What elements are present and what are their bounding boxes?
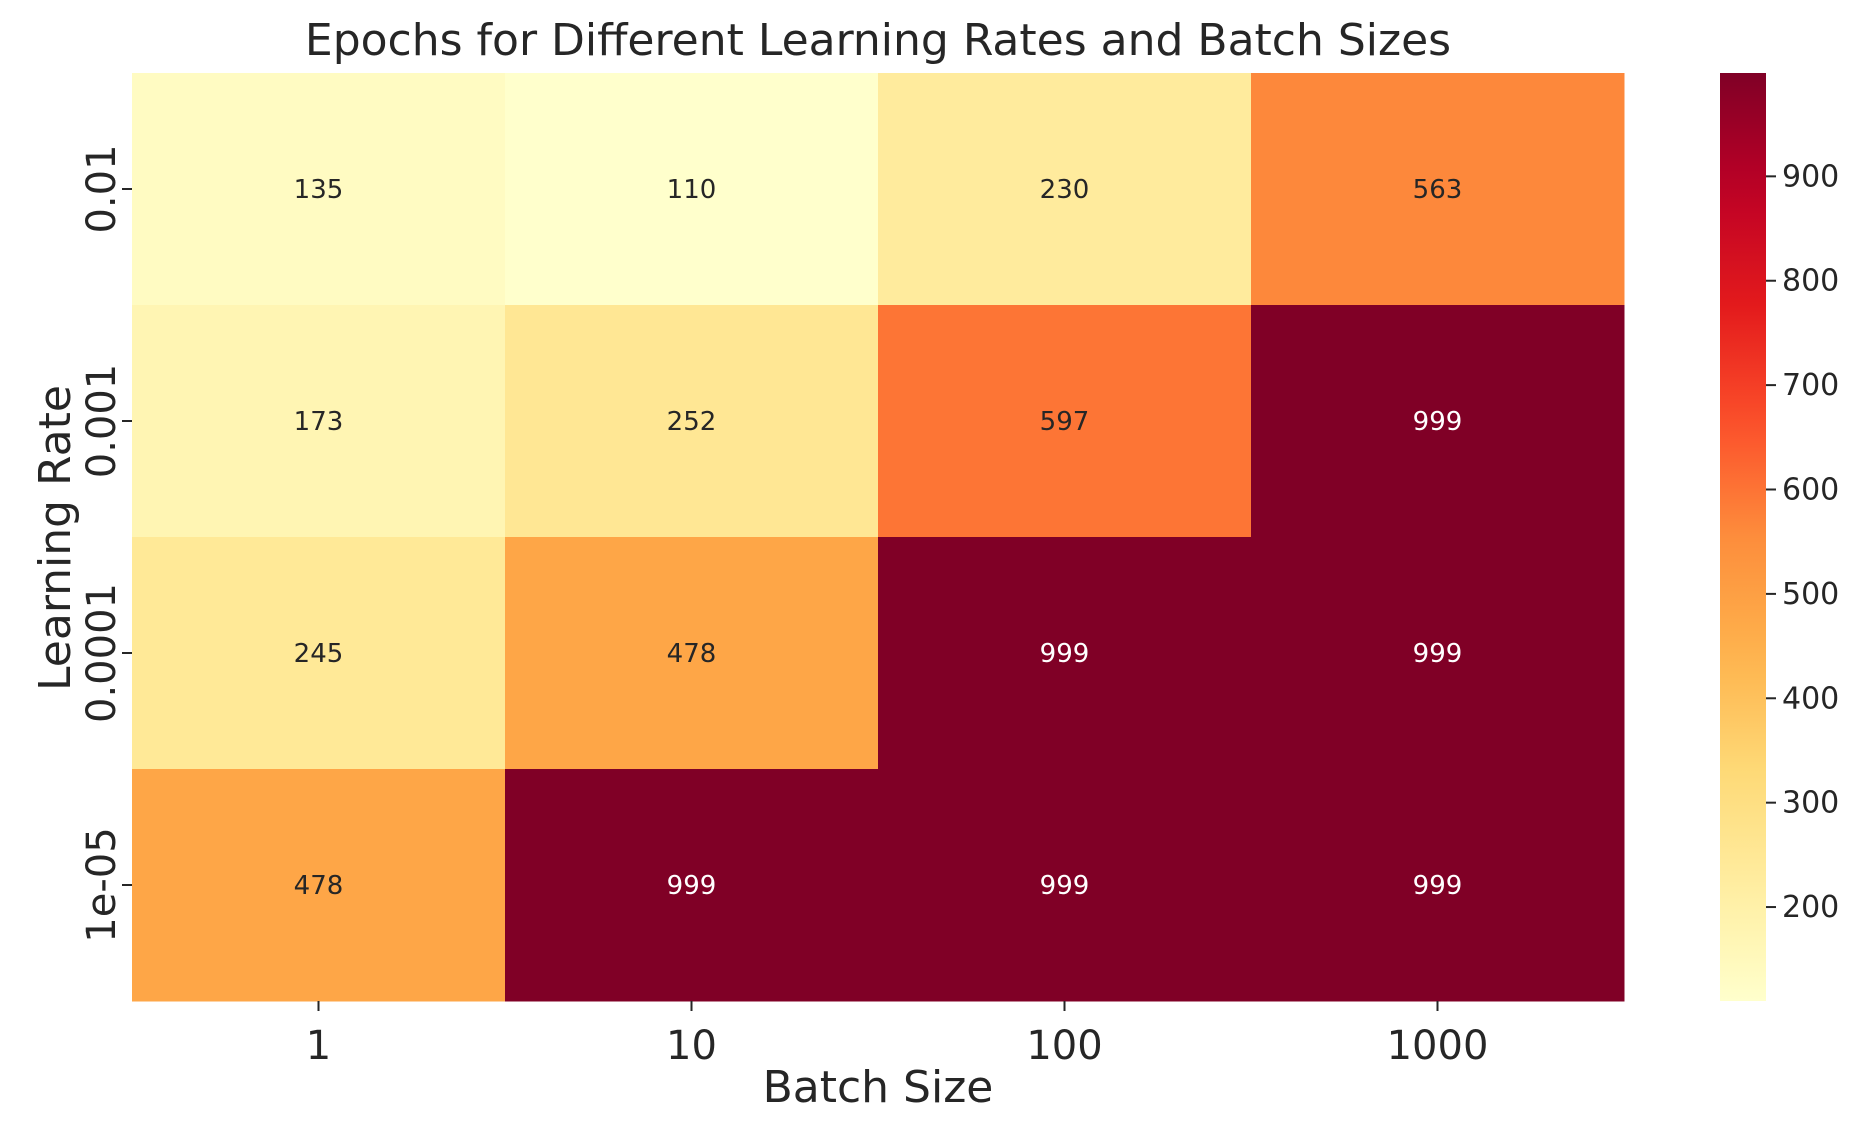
heatmap-cell [1251,73,1625,306]
colorbar-tick-label: 800 [1782,264,1839,299]
heatmap-cell [1251,769,1625,1002]
heatmap-cell [878,537,1252,770]
cell-value-label: 478 [667,639,717,669]
heatmap-cell [132,537,506,770]
cell-value-label: 999 [1413,407,1463,437]
cell-value-label: 999 [667,871,717,901]
heatmap-cell [505,537,879,770]
y-axis: 0.01 0.001 0.0001 1e-05 [79,144,132,943]
cell-value-label: 252 [667,407,717,437]
x-axis-label: Batch Size [763,1062,994,1113]
x-tick-label: 100 [1026,1023,1102,1069]
heatmap-cell [878,305,1252,538]
colorbar: 200 300 400 500 600 700 800 900 [1720,73,1839,1001]
cell-annotations: 135 110 230 563 173 252 597 999 245 478 999 999 478 9… [294,175,1463,901]
heatmap-cell [505,305,879,538]
cell-value-label: 999 [1413,871,1463,901]
colorbar-tick-label: 700 [1782,368,1839,403]
colorbar-gradient [1720,73,1766,1001]
heatmap-cells [132,73,1625,1002]
heatmap-cell [132,305,506,538]
colorbar-tick-label: 200 [1782,890,1839,925]
cell-value-label: 478 [294,871,344,901]
cell-value-label: 597 [1040,407,1090,437]
cell-value-label: 999 [1040,639,1090,669]
y-tick-label: 0.01 [79,144,125,233]
x-tick-label: 10 [666,1023,717,1069]
colorbar-tick-label: 500 [1782,577,1839,612]
colorbar-tick-label: 300 [1782,786,1839,821]
heatmap-cell [505,769,879,1002]
heatmap-cell [878,73,1252,306]
x-tick-label: 1 [306,1023,331,1069]
heatmap-cell [878,769,1252,1002]
y-tick-label: 0.001 [79,364,125,479]
cell-value-label: 999 [1040,871,1090,901]
y-axis-label: Learning Rate [30,385,81,691]
x-axis: 1 10 100 1000 [306,1001,1489,1069]
cell-value-label: 173 [294,407,344,437]
chart-title: Epochs for Different Learning Rates and … [305,15,1451,66]
cell-value-label: 135 [294,175,344,205]
colorbar-tick-label: 900 [1782,159,1839,194]
cell-value-label: 999 [1413,639,1463,669]
cell-value-label: 245 [294,639,344,669]
colorbar-tick-label: 400 [1782,681,1839,716]
x-tick-label: 1000 [1387,1023,1489,1069]
cell-value-label: 563 [1413,175,1463,205]
heatmap-cell [132,73,506,306]
heatmap-cell [132,769,506,1002]
heatmap-cell [1251,305,1625,538]
cell-value-label: 110 [667,175,717,205]
y-tick-label: 0.0001 [79,583,125,723]
heatmap-cell [505,73,879,306]
colorbar-tick-label: 600 [1782,473,1839,508]
y-tick-label: 1e-05 [79,827,125,942]
cell-value-label: 230 [1040,175,1090,205]
heatmap-cell [1251,537,1625,770]
